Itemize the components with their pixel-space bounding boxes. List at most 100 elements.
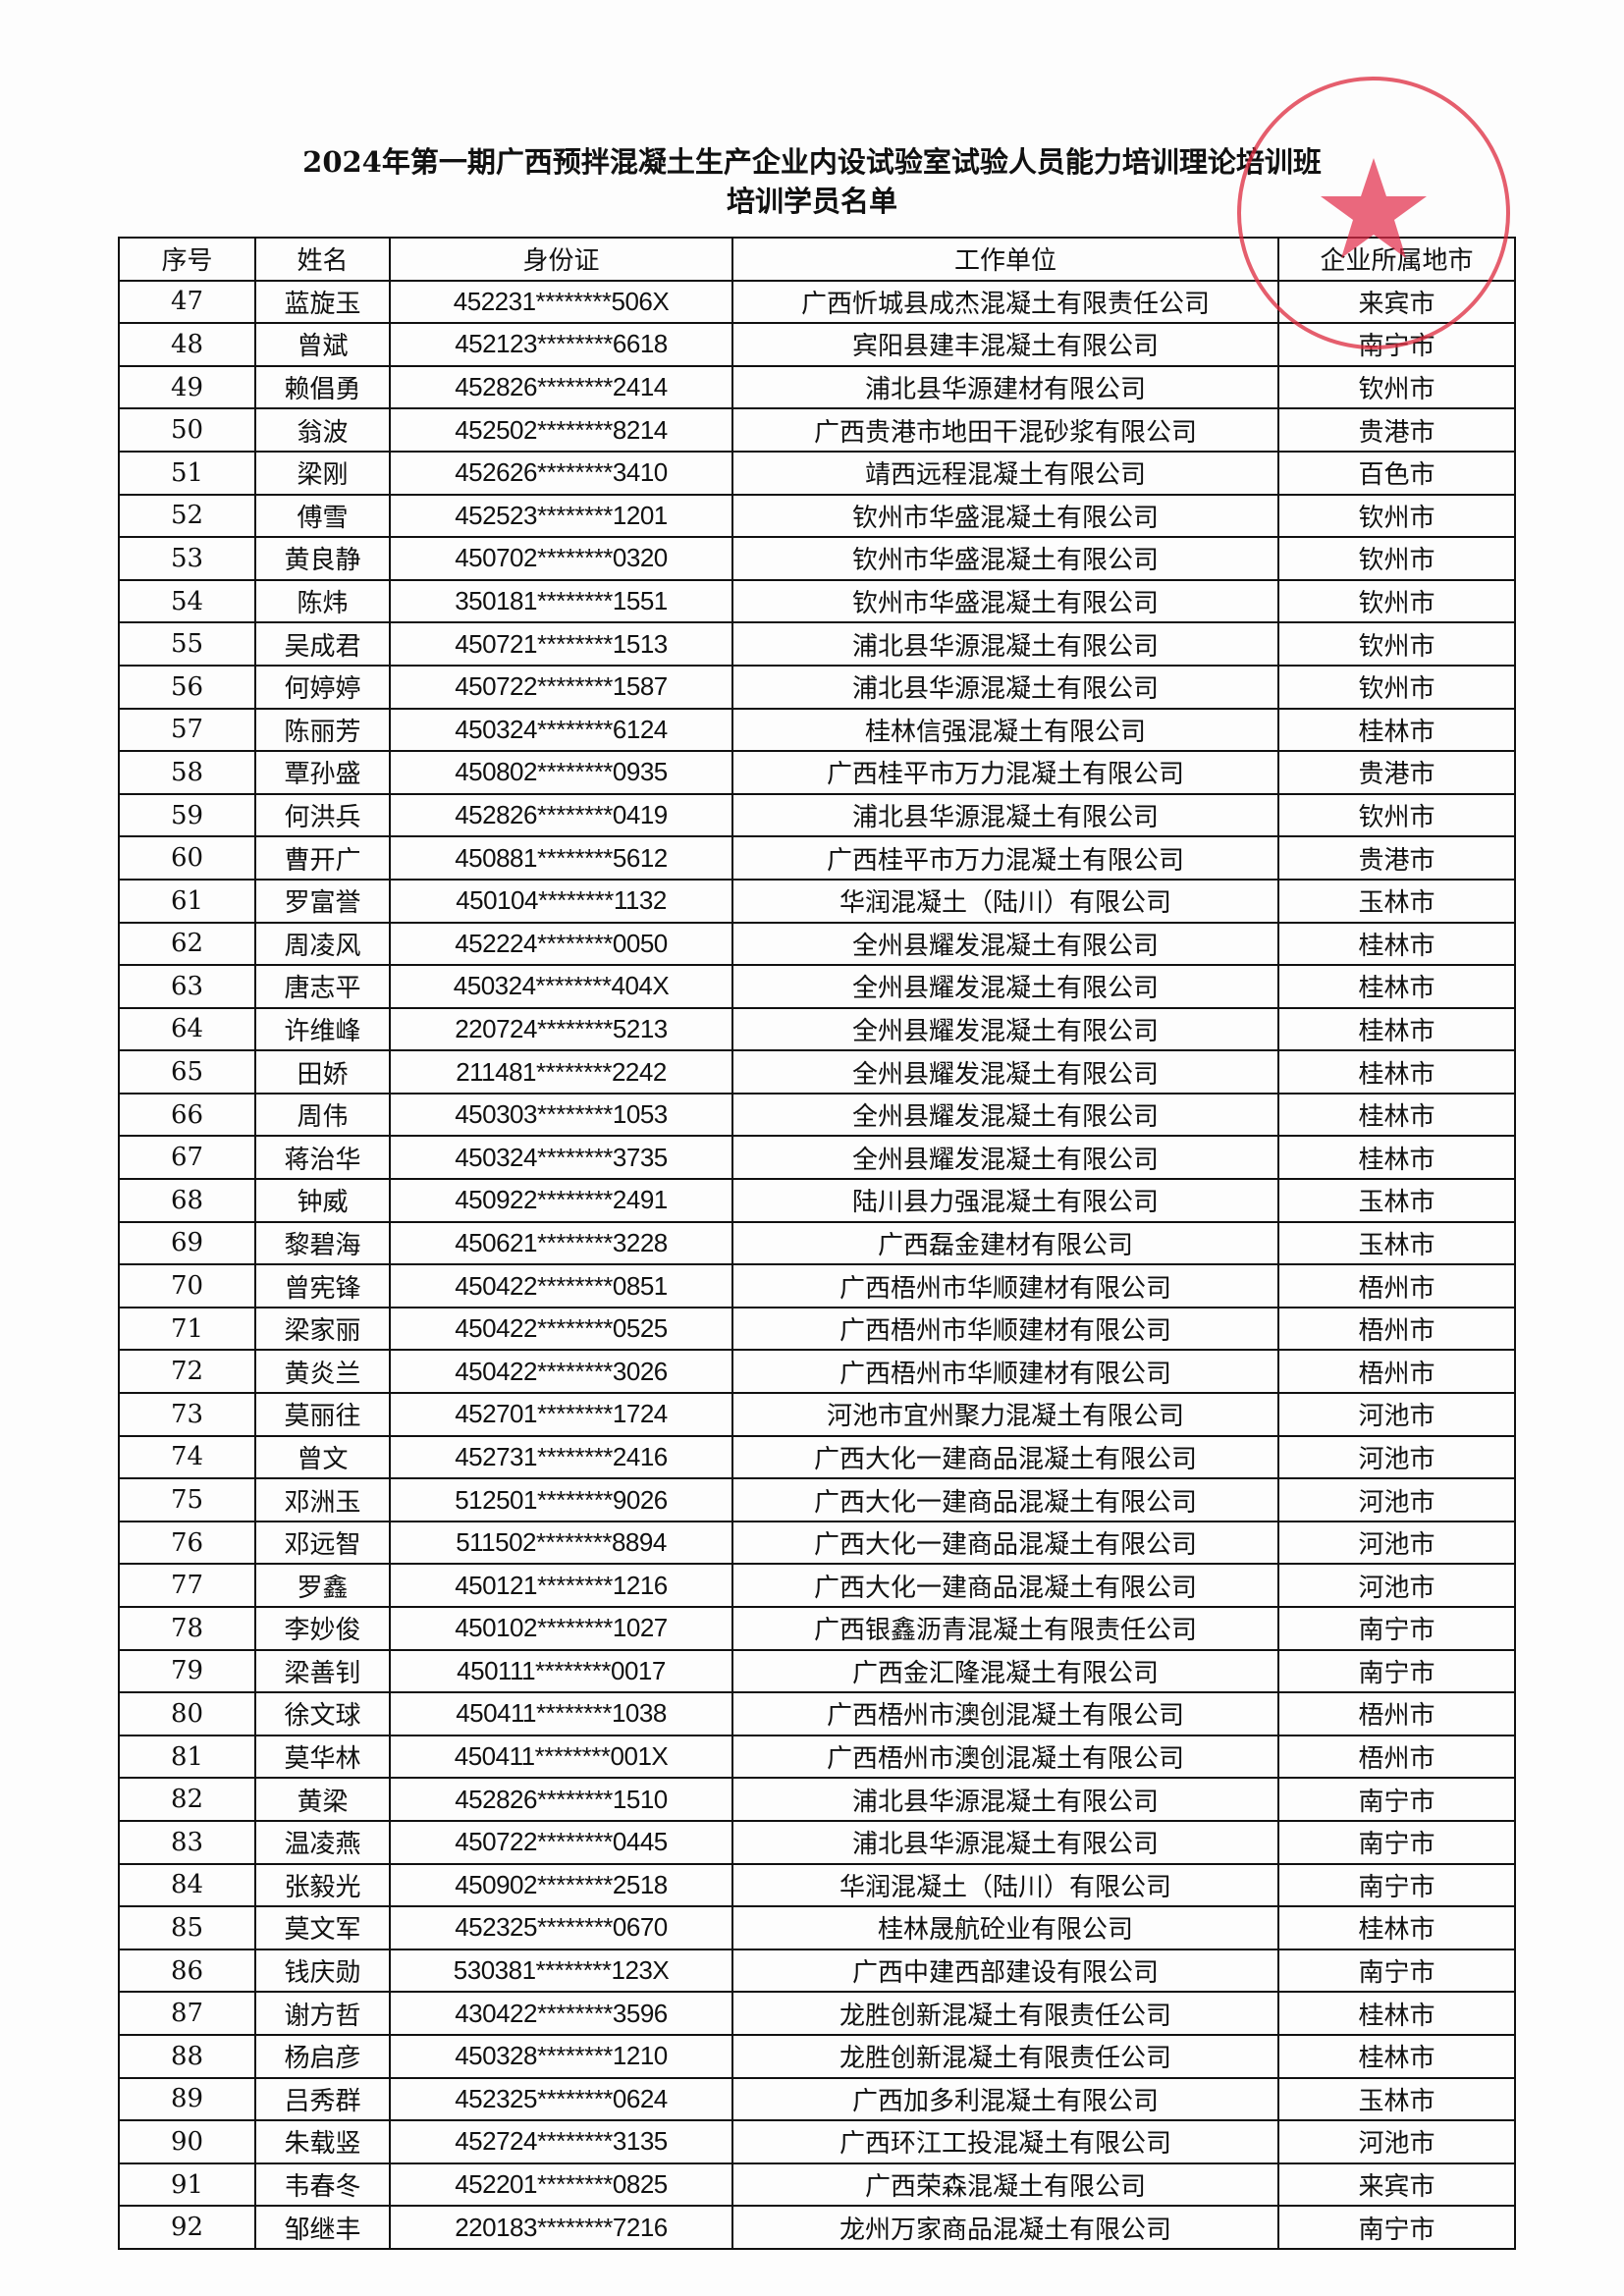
id-number: 220724********5213 [389,1006,733,1052]
row-index: 52 [118,493,256,539]
table-row: 53 黄良静 450702********0320 钦州市华盛混凝土有限公司 钦州市 [118,536,1516,581]
city: 玉林市 [1277,2076,1516,2122]
row-index: 92 [118,2205,256,2250]
city: 钦州市 [1277,578,1516,624]
table-row: 87 谢方哲 430422********3596 龙胜创新混凝土有限责任公司 桂林市 [118,1991,1516,2036]
table-row: 88 杨启彦 450328********1210 龙胜创新混凝土有限责任公司 桂林市 [118,2033,1516,2079]
trainee-name: 曹开广 [254,835,391,881]
trainee-name: 何洪兵 [254,792,391,838]
trainee-name: 张毅光 [254,1862,391,1908]
employer: 浦北县华源混凝土有限公司 [731,664,1279,710]
table-row: 61 罗富誉 450104********1132 华润混凝土（陆川）有限公司 玉林市 [118,878,1516,924]
table-row: 92 邹继丰 220183********7216 龙州万家商品混凝土有限公司 南宁市 [118,2205,1516,2250]
city: 桂林市 [1277,1092,1516,1138]
row-index: 58 [118,750,256,795]
employer: 广西金汇隆混凝土有限公司 [731,1648,1279,1694]
table-row: 73 莫丽往 452701********1724 河池市宜州聚力混凝土有限公司 河池市 [118,1392,1516,1437]
employer: 浦北县华源混凝土有限公司 [731,1819,1279,1865]
row-index: 88 [118,2033,256,2079]
header-name: 姓名 [254,237,391,282]
employer: 桂林晟航砼业有限公司 [731,1905,1279,1950]
employer: 华润混凝土（陆川）有限公司 [731,878,1279,924]
document-subtitle: 培训学员名单 [726,185,897,218]
employer: 陆川县力强混凝土有限公司 [731,1178,1279,1223]
row-index: 83 [118,1819,256,1865]
table-row: 50 翁波 452502********8214 广西贵港市地田干混砂浆有限公司 贵港市 [118,407,1516,453]
table-row: 59 何洪兵 452826********0419 浦北县华源混凝土有限公司 钦州市 [118,792,1516,838]
city: 梧州市 [1277,1349,1516,1395]
id-number: 450722********1587 [389,664,733,710]
table-row: 82 黄梁 452826********1510 浦北县华源混凝土有限公司 南宁市 [118,1777,1516,1822]
id-number: 512501********9026 [389,1477,733,1522]
row-index: 82 [118,1777,256,1822]
trainee-name: 蓝旋玉 [254,279,391,325]
row-index: 78 [118,1606,256,1651]
city: 梧州市 [1277,1306,1516,1352]
row-index: 72 [118,1349,256,1395]
table-row: 81 莫华林 450411********001X 广西梧州市澳创混凝土有限公司 梧州市 [118,1734,1516,1780]
employer: 广西忻城县成杰混凝土有限责任公司 [731,279,1279,325]
employer: 广西加多利混凝土有限公司 [731,2076,1279,2122]
trainee-name: 曾文 [254,1434,391,1480]
id-number: 450902********2518 [389,1862,733,1908]
id-number: 450102********1027 [389,1606,733,1651]
employer: 广西荣森混凝土有限公司 [731,2162,1279,2208]
row-index: 65 [118,1049,256,1095]
row-index: 49 [118,364,256,410]
city: 桂林市 [1277,1006,1516,1052]
trainee-name: 翁波 [254,407,391,453]
city: 河池市 [1277,2119,1516,2164]
id-number: 450422********0525 [389,1306,733,1352]
id-number: 450881********5612 [389,835,733,881]
trainee-name: 吕秀群 [254,2076,391,2122]
trainee-name: 莫文军 [254,1905,391,1950]
city: 南宁市 [1277,1862,1516,1908]
trainee-name: 李妙俊 [254,1606,391,1651]
table-row: 54 陈炜 350181********1551 钦州市华盛混凝土有限公司 钦州市 [118,578,1516,624]
row-index: 60 [118,835,256,881]
table-row: 65 田娇 211481********2242 全州县耀发混凝土有限公司 桂林市 [118,1049,1516,1095]
city: 钦州市 [1277,621,1516,667]
trainee-name: 周伟 [254,1092,391,1138]
id-number: 452123********6618 [389,322,733,367]
id-number: 220183********7216 [389,2205,733,2250]
id-number: 450922********2491 [389,1178,733,1223]
header-id: 身份证 [389,237,733,282]
id-number: 450722********0445 [389,1819,733,1865]
trainee-name: 邹继丰 [254,2205,391,2250]
id-number: 450324********3735 [389,1135,733,1181]
row-index: 69 [118,1220,256,1266]
city: 梧州市 [1277,1734,1516,1780]
table-row: 57 陈丽芳 450324********6124 桂林信强混凝土有限公司 桂林市 [118,707,1516,753]
trainee-name: 莫丽往 [254,1392,391,1437]
table-row: 52 傅雪 452523********1201 钦州市华盛混凝土有限公司 钦州市 [118,493,1516,539]
employer: 浦北县华源混凝土有限公司 [731,1777,1279,1822]
table-header-row: 序号 姓名 身份证 工作单位 企业所属地市 [118,237,1516,282]
table-row: 69 黎碧海 450621********3228 广西磊金建材有限公司 玉林市 [118,1220,1516,1266]
employer: 浦北县华源混凝土有限公司 [731,792,1279,838]
id-number: 452701********1724 [389,1392,733,1437]
city: 河池市 [1277,1477,1516,1522]
city: 贵港市 [1277,750,1516,795]
id-number: 450324********404X [389,964,733,1009]
row-index: 56 [118,664,256,710]
trainee-name: 邓远智 [254,1520,391,1566]
city: 玉林市 [1277,878,1516,924]
employer: 广西梧州市华顺建材有限公司 [731,1349,1279,1395]
table-row: 79 梁善钊 450111********0017 广西金汇隆混凝土有限公司 南宁市 [118,1648,1516,1694]
city: 南宁市 [1277,2205,1516,2250]
trainee-name: 蒋治华 [254,1135,391,1181]
trainee-name: 黄炎兰 [254,1349,391,1395]
id-number: 450411********001X [389,1734,733,1780]
city: 梧州市 [1277,1691,1516,1736]
id-number: 452201********0825 [389,2162,733,2208]
city: 南宁市 [1277,1819,1516,1865]
row-index: 70 [118,1263,256,1308]
trainee-name: 吴成君 [254,621,391,667]
row-index: 48 [118,322,256,367]
trainee-name: 赖倡勇 [254,364,391,410]
id-number: 452523********1201 [389,493,733,539]
row-index: 73 [118,1392,256,1437]
id-number: 450721********1513 [389,621,733,667]
trainee-name: 陈丽芳 [254,707,391,753]
